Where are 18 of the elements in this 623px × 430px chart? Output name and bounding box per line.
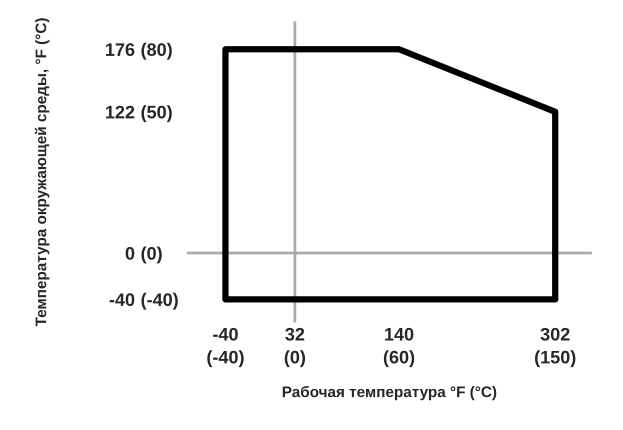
x-axis-title: Рабочая температура °F (°C) [282, 386, 496, 400]
y-axis-title: Температура окружающей среды, °F (°C) [34, 18, 50, 326]
y-tick-label: 122 [106, 106, 134, 118]
text: (150) [535, 350, 576, 368]
text: (-40) [141, 292, 178, 310]
text: (0) [141, 246, 162, 264]
text: (50) [141, 105, 172, 122]
x-tick-label: 32 [285, 328, 304, 341]
y-tick-label: -40 [110, 293, 134, 306]
y-tick-label: 176 [106, 43, 134, 56]
text: (-40) [207, 350, 244, 368]
x-tick-label: -40 [213, 328, 238, 341]
text: (80) [141, 42, 172, 60]
x-tick-label: 302 [540, 328, 570, 341]
x-tick-label: 140 [385, 328, 414, 341]
text: (0) [284, 350, 306, 368]
text: (60) [384, 350, 414, 368]
y-tick-label: 0 [126, 246, 134, 260]
